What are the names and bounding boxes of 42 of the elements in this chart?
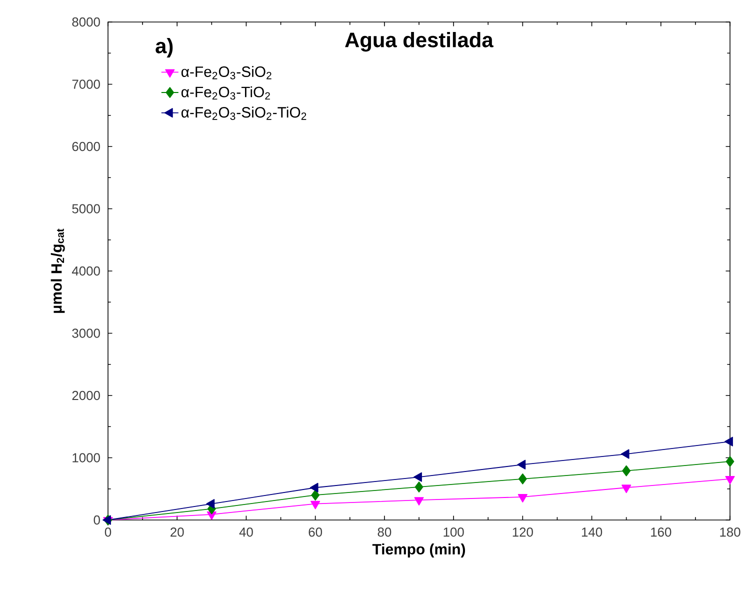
point [518,473,527,484]
point [620,449,630,459]
y-tick-label: 8000 [72,17,100,27]
point [414,497,424,506]
point [414,472,422,482]
point [724,436,733,446]
point [310,482,318,492]
point [311,490,320,501]
point [518,494,528,502]
x-tick-label: 80 [378,528,392,537]
x-tick-label: 160 [651,528,672,537]
point [310,500,320,510]
point [414,482,424,492]
x-tick-label: 60 [308,528,322,537]
point [206,499,215,509]
x-tick-label: 140 [582,528,602,537]
point [517,460,526,470]
x-tick-label: 180 [720,528,740,537]
point [726,456,734,467]
legend-label: α-Fe$_{2}$O$_{3}$-SiO$_{2}$ [181,66,272,80]
point [725,476,735,484]
y-tick-label: 6000 [72,142,100,152]
y-tick-label: 4000 [72,266,100,276]
point [622,484,632,494]
y-tick-label: 5000 [72,204,100,214]
x-tick-label: 100 [444,528,464,537]
x-tick-label: 40 [239,528,253,537]
x-tick-label: 20 [170,528,184,537]
x-axis-title: Tiempo (min) [372,544,466,558]
y-tick-label: 7000 [72,80,100,89]
annotation: a) [156,38,173,58]
y-tick-label: 0 [94,515,100,525]
x-tick-label: 120 [512,528,533,537]
chart-title: Agua destilada [345,32,494,52]
legend-label: α-Fe$_{2}$O$_{3}$-TiO$_{2}$ [181,86,270,100]
y-tick-label: 3000 [72,328,100,338]
y-tick-label: 1000 [72,453,100,462]
x-tick-label: 0 [104,528,112,537]
y-tick-label: 2000 [72,390,100,400]
legend-label: α-Fe$_{2}$O$_{3}$-SiO$_{2}$-TiO$_{2}$ [181,106,306,120]
text: μmol H$_{2}$/g$_{cat}$ [50,228,65,313]
point [622,465,631,476]
